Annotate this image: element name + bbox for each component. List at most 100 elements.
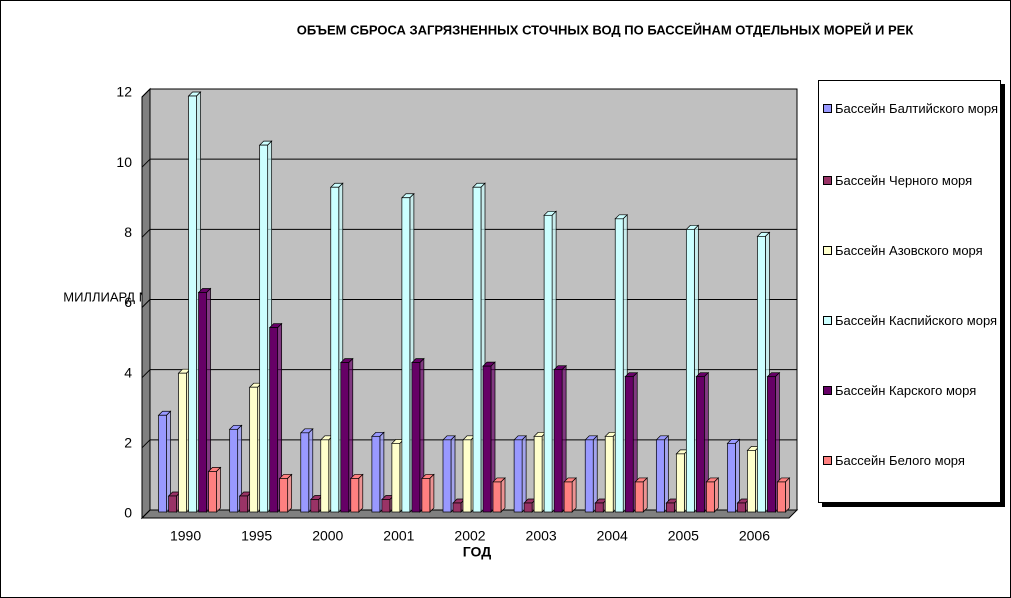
bar <box>310 499 320 513</box>
legend-entry: Бассейн Белого моря <box>823 453 999 469</box>
bar <box>188 95 197 513</box>
legend-label: Бассейн Балтийского моря <box>835 101 999 116</box>
legend-entry: Бассейн Азовского моря <box>823 243 999 259</box>
x-tick-label: 2000 <box>312 528 343 544</box>
legend-label: Бассейн Белого моря <box>835 453 965 468</box>
bar <box>452 502 462 513</box>
bar <box>675 453 685 513</box>
legend-swatch <box>823 176 832 185</box>
bar-side <box>287 473 293 513</box>
bar <box>229 428 239 513</box>
bar <box>705 481 715 513</box>
bar-side <box>713 477 719 513</box>
y-tick-label: 8 <box>124 224 132 240</box>
bar <box>533 435 543 513</box>
legend-swatch <box>823 246 832 255</box>
bar <box>158 414 167 513</box>
bar <box>614 218 624 513</box>
bar <box>655 439 665 513</box>
bar <box>553 369 563 513</box>
grid-line-side <box>141 88 151 98</box>
grid-line-side <box>141 509 151 519</box>
grid-line-side <box>141 299 151 308</box>
bar <box>391 442 401 513</box>
legend-swatch <box>823 386 832 395</box>
y-tick-label: 12 <box>116 84 132 100</box>
legend-label: Бассейн Черного моря <box>835 173 973 188</box>
bar <box>442 439 452 513</box>
bar <box>249 386 259 513</box>
legend-entry: Бассейн Каспийского моря <box>823 313 999 329</box>
y-tick-label: 2 <box>124 435 132 451</box>
bar <box>624 376 634 513</box>
bar <box>320 439 330 513</box>
bar-side <box>521 434 527 513</box>
bar <box>777 481 786 513</box>
legend-label: Бассейн Азовского моря <box>835 243 983 258</box>
bar <box>727 442 736 513</box>
bar <box>634 481 644 513</box>
y-tick-label: 10 <box>116 154 132 170</box>
bar-side <box>500 477 506 513</box>
bar <box>472 186 482 513</box>
grid-line-side <box>141 369 151 379</box>
x-tick-label: 2005 <box>668 528 699 544</box>
y-axis-label: МИЛЛИАРД М3 <box>63 289 157 304</box>
y-tick-label: 0 <box>124 505 132 521</box>
legend-entry: Бассейн Черного моря <box>823 173 999 189</box>
bar <box>340 362 350 513</box>
bar-side <box>571 477 577 513</box>
x-tick-label: 2002 <box>454 528 485 544</box>
bar-side <box>216 466 221 513</box>
bar <box>462 439 472 513</box>
bar <box>747 450 756 513</box>
bar <box>330 186 340 513</box>
x-tick-label: 1990 <box>170 528 201 544</box>
x-tick-label: 2004 <box>597 528 628 544</box>
bar <box>757 236 766 513</box>
bar <box>259 144 269 513</box>
bar <box>208 471 217 513</box>
bar <box>350 478 360 513</box>
x-axis-label: ГОД <box>463 544 491 560</box>
bar <box>594 502 604 513</box>
legend-swatch <box>823 316 832 325</box>
y-tick-label: 4 <box>124 364 132 380</box>
bar <box>482 365 492 513</box>
bar <box>513 439 523 513</box>
bar <box>665 502 675 513</box>
bar <box>492 481 502 513</box>
legend-entry: Бассейн Карского моря <box>823 383 999 399</box>
bar <box>584 439 594 513</box>
bar <box>198 292 207 513</box>
legend-label: Бассейн Каспийского моря <box>835 313 998 328</box>
bar <box>269 327 279 513</box>
x-tick-label: 2001 <box>383 528 414 544</box>
bar <box>421 478 431 513</box>
bar <box>563 481 573 513</box>
bar <box>737 502 746 513</box>
bar <box>300 432 310 513</box>
bar <box>401 197 411 513</box>
legend-swatch <box>823 104 832 113</box>
bar <box>239 495 249 513</box>
bar <box>279 478 289 513</box>
grid-line-side <box>141 439 151 449</box>
bar <box>695 376 705 513</box>
bar <box>381 499 391 513</box>
bar <box>523 502 533 513</box>
bar-side <box>592 434 598 513</box>
legend-label: Бассейн Карского моря <box>835 383 977 398</box>
grid-line-side <box>141 158 151 168</box>
bar <box>767 376 776 513</box>
bar <box>178 372 187 513</box>
bar <box>685 228 695 513</box>
x-tick-label: 2003 <box>526 528 557 544</box>
bar <box>371 435 381 513</box>
bar <box>604 435 614 513</box>
legend-swatch <box>823 456 832 465</box>
y-tick-label: 6 <box>124 294 132 310</box>
bar-side <box>663 434 669 513</box>
chart-title: ОБЪЕМ СБРОСА ЗАГРЯЗНЕННЫХ СТОЧНЫХ ВОД ПО… <box>297 22 914 37</box>
